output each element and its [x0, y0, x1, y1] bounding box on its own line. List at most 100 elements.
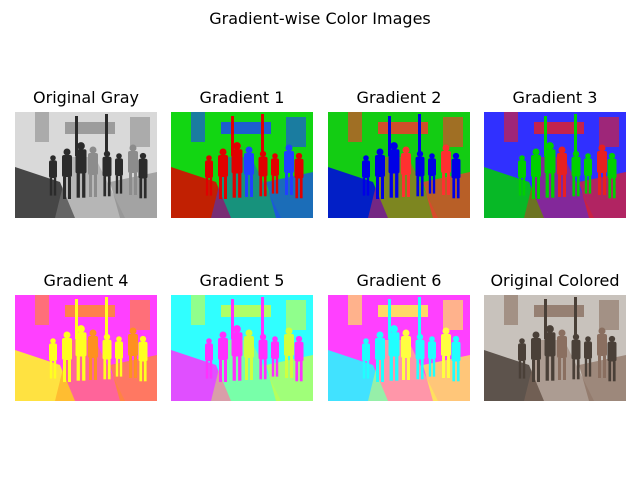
scene-person-leg [432, 359, 436, 377]
scene-person-body [531, 155, 541, 177]
scene-person-head [519, 155, 525, 161]
panel-title: Original Gray [33, 88, 139, 107]
scene-person-head [77, 325, 85, 333]
scene-person-leg [563, 358, 566, 380]
scene-tree [35, 112, 49, 142]
scene-person-leg [452, 361, 456, 382]
scene-person-body [231, 149, 243, 174]
scene-person-leg [263, 176, 267, 197]
scene-person-head [585, 153, 591, 159]
scene-person-leg [245, 175, 248, 197]
scene-image [171, 295, 313, 401]
scene-person-head [285, 327, 293, 335]
scene-person-leg [452, 178, 456, 199]
scene-person-body [607, 158, 617, 179]
scene-person-leg [259, 359, 263, 380]
scene-person-body [284, 334, 294, 356]
scene-person-body [441, 151, 451, 173]
scene-person-body [557, 153, 567, 175]
scene-person-head [608, 152, 616, 160]
scene-person-leg [139, 361, 143, 382]
scene-person-leg [143, 178, 147, 199]
scene-person-body [294, 158, 304, 179]
scene-person-body [115, 341, 123, 359]
scene-person-body [571, 156, 581, 177]
scene-person-head [272, 153, 278, 159]
scene-person-leg [522, 361, 526, 379]
scene-person-body [597, 334, 607, 356]
scene-person-body [218, 338, 228, 360]
scene-person-leg [143, 361, 147, 382]
scene-person-leg [209, 178, 213, 196]
scene-person-leg [389, 356, 393, 381]
scene-left-ground [15, 350, 75, 401]
scene-person-body [428, 158, 436, 176]
scene-person-leg [522, 178, 526, 196]
scene-person-leg [420, 176, 424, 197]
panel-image [171, 112, 313, 218]
panel-title: Gradient 4 [43, 271, 129, 290]
scene-person-head [50, 155, 56, 161]
scene-person-leg [63, 177, 66, 199]
scene-person-leg [219, 360, 222, 382]
scene-person-leg [245, 358, 248, 380]
scene-person-leg [290, 356, 293, 378]
scene-person-leg [416, 359, 420, 380]
panel-image [171, 295, 313, 401]
scene-person-leg [68, 360, 71, 382]
scene-person-leg [271, 176, 275, 194]
scene-person-leg [82, 173, 86, 198]
scene-person-body [88, 336, 98, 358]
scene-person-leg [224, 177, 227, 199]
scene-person-head [429, 153, 435, 159]
scene-person-head [598, 144, 606, 152]
scene-person-leg [299, 178, 303, 199]
scene-person-head [245, 146, 253, 154]
scene-person-leg [362, 178, 366, 196]
scene-person-leg [275, 359, 279, 377]
scene-person-body [88, 153, 98, 175]
scene-person-leg [115, 359, 119, 377]
scene-person-head [546, 325, 554, 333]
scene-person-head [532, 148, 540, 156]
scene-person-head [116, 336, 122, 342]
scene-person-body [62, 155, 72, 177]
scene-person-leg [598, 356, 601, 378]
scene-left-ground [15, 167, 75, 218]
scene-person-head [103, 333, 111, 341]
scene-person-body [258, 156, 268, 177]
scene-person-leg [598, 173, 601, 195]
scene-pole [261, 297, 264, 339]
scene-person-body [128, 151, 138, 173]
scene-person-body [388, 149, 400, 174]
scene-person-head [598, 327, 606, 335]
scene-person-leg [407, 358, 410, 380]
scene-pole [574, 114, 577, 156]
scene-person-body [102, 156, 112, 177]
scene-person-leg [563, 175, 566, 197]
scene-person-leg [290, 173, 293, 195]
scene-person-leg [551, 356, 555, 381]
scene-person-head [233, 325, 241, 333]
scene-pole [105, 114, 108, 156]
scene-person-leg [76, 173, 80, 198]
scene-person-head [442, 144, 450, 152]
scene-person-leg [115, 176, 119, 194]
scene-tree [348, 295, 362, 325]
scene-tree [348, 112, 362, 142]
scene-person-head [452, 152, 460, 160]
scene-person-leg [224, 360, 227, 382]
scene-person-leg [205, 178, 209, 196]
scene-person-leg [49, 361, 53, 379]
scene-person-body [271, 158, 279, 176]
scene-tree [443, 300, 463, 330]
scene-pole [231, 299, 234, 339]
scene-person-head [219, 148, 227, 156]
scene-person-body [362, 343, 370, 361]
scene-tree [504, 112, 518, 142]
scene-person-body [518, 160, 526, 178]
scene-person-head [295, 335, 303, 343]
scene-person-leg [402, 358, 405, 380]
scene-person-leg [558, 175, 561, 197]
scene-person-leg [612, 361, 616, 382]
